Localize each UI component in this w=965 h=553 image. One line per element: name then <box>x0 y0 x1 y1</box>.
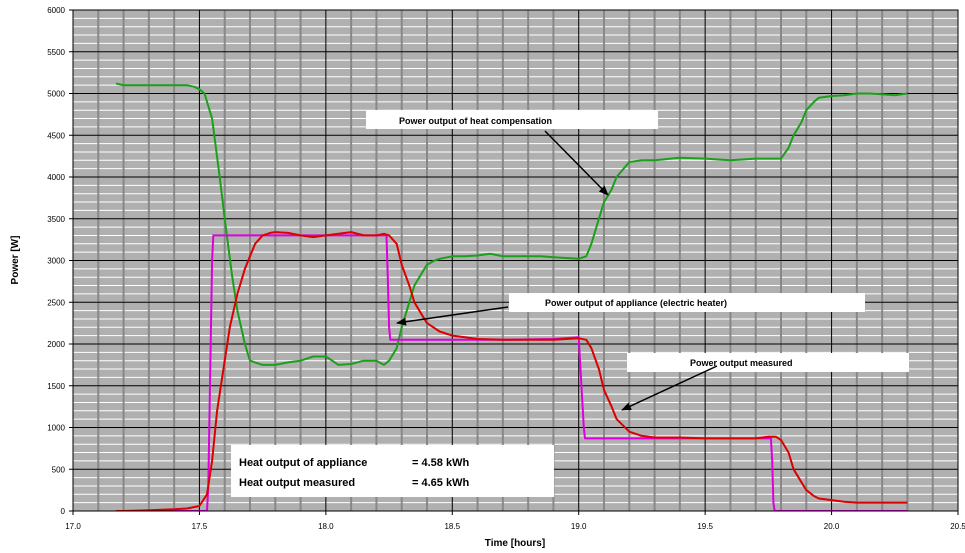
y-tick-label: 6000 <box>47 6 65 15</box>
x-tick-label: 17.0 <box>65 522 81 531</box>
y-tick-label: 1500 <box>47 382 65 391</box>
y-tick-label: 3000 <box>47 257 65 266</box>
y-tick-label: 4000 <box>47 173 65 182</box>
x-tick-label: 18.0 <box>318 522 334 531</box>
info-box-background <box>231 445 554 497</box>
info-line2-label: Heat output measured <box>239 477 355 489</box>
y-tick-label: 0 <box>61 507 66 516</box>
y-axis-label: Power [W] <box>10 236 21 285</box>
x-tick-label: 18.5 <box>444 522 460 531</box>
y-tick-label: 1000 <box>47 424 65 433</box>
y-tick-label: 5500 <box>47 48 65 57</box>
x-tick-label: 19.0 <box>571 522 587 531</box>
y-tick-label: 500 <box>52 465 66 474</box>
info-line1-value: = 4.58 kWh <box>412 457 469 469</box>
x-axis-label: Time [hours] <box>485 538 545 549</box>
y-tick-label: 5000 <box>47 90 65 99</box>
annotation-label: Power output of appliance (electric heat… <box>545 298 727 308</box>
annotation-label: Power output of heat compensation <box>399 116 552 126</box>
x-axis-ticks: 17.0 17.5 18.0 18.5 19.0 19.5 20.0 20.5 <box>65 511 965 531</box>
y-axis-ticks: 0 500 1000 1500 2000 2500 3000 3500 4000 4500 5000… <box>47 6 73 516</box>
info-line2-value: = 4.65 kWh <box>412 477 469 489</box>
info-line1-label: Heat output of appliance <box>239 457 367 469</box>
y-tick-label: 2500 <box>47 298 65 307</box>
y-tick-label: 3500 <box>47 215 65 224</box>
y-tick-label: 2000 <box>47 340 65 349</box>
x-tick-label: 20.5 <box>950 522 965 531</box>
x-tick-label: 17.5 <box>192 522 208 531</box>
heat-output-info-box: Heat output of appliance = 4.58 kWh Heat… <box>231 445 554 497</box>
y-tick-label: 4500 <box>47 131 65 140</box>
x-tick-label: 20.0 <box>824 522 840 531</box>
annotation-label: Power output measured <box>690 358 793 368</box>
x-tick-label: 19.5 <box>697 522 713 531</box>
